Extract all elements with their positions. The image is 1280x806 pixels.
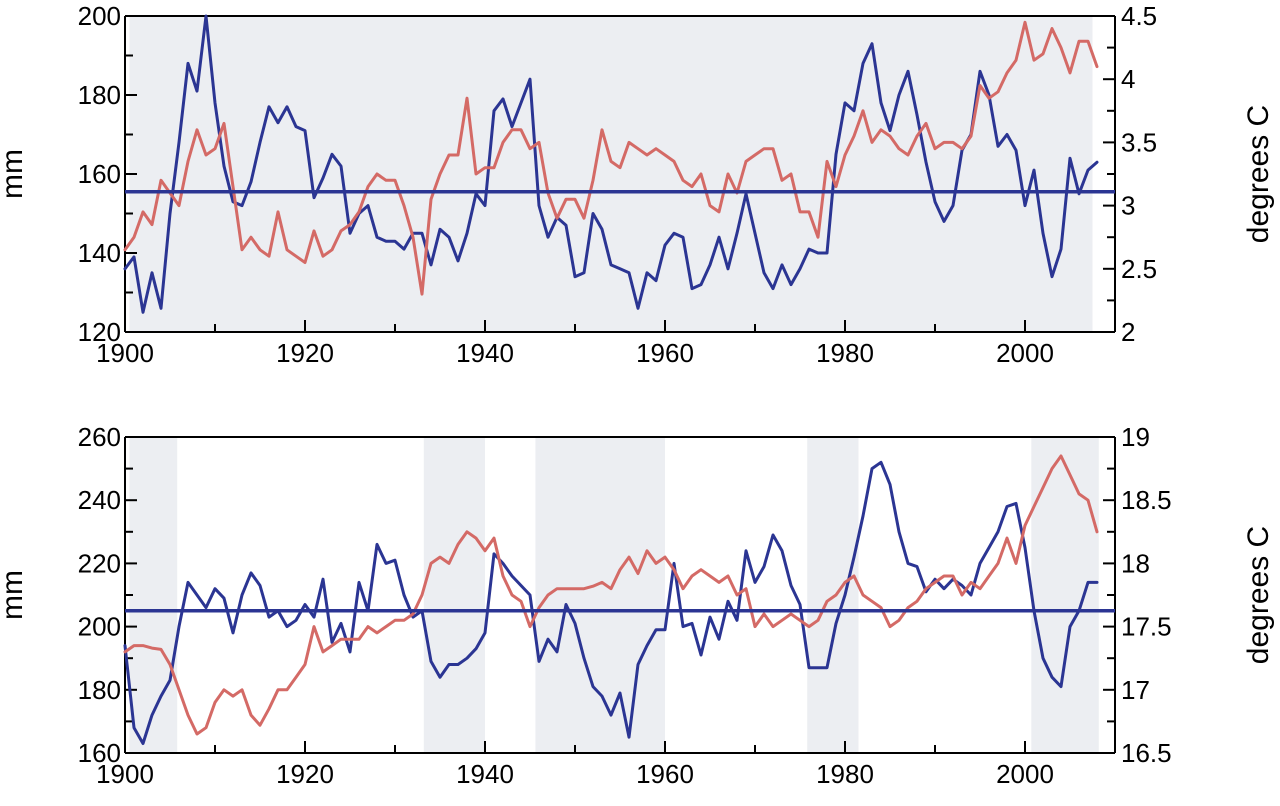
chart1-left-tick-label-200: 200 — [78, 612, 121, 642]
chart0-right-tick-label-3.5: 3.5 — [1121, 127, 1157, 157]
chart0-x-tick-label-1980: 1980 — [816, 338, 874, 368]
chart1-x-tick-label-1960: 1960 — [636, 759, 694, 789]
chart1-right-tick-label-18.5: 18.5 — [1121, 485, 1172, 515]
chart0-temperature-series-line — [123, 20, 1099, 296]
chart0-right-axis-title: degrees C — [1242, 105, 1275, 243]
chart1-left-tick-label-160: 160 — [78, 738, 121, 768]
chart0-right-tick-label-4: 4 — [1121, 64, 1135, 94]
chart1-right-tick-label-19: 19 — [1121, 422, 1150, 452]
chart1-right-tick-label-17.5: 17.5 — [1121, 612, 1172, 642]
chart1-shaded-period-2 — [535, 437, 665, 753]
chart0-left-tick-label-140: 140 — [78, 238, 121, 268]
chart0-x-tick-label-1960: 1960 — [636, 338, 694, 368]
chart0-shaded-period-3 — [141, 16, 1093, 332]
chart1-temperature-series-line — [123, 454, 1099, 736]
chart0-left-axis-title: mm — [0, 149, 29, 199]
chart1-precipitation-series-line — [123, 460, 1099, 745]
chart0-right-tick-label-2.5: 2.5 — [1121, 254, 1157, 284]
bottom-chart-panel: 1900 1920 1940 1960 1980 2000 160 180 200 220 240 2… — [0, 422, 1275, 789]
chart1-left-tick-label-180: 180 — [78, 675, 121, 705]
chart1-left-tick-label-240: 240 — [78, 485, 121, 515]
chart0-precipitation-series-line — [123, 14, 1099, 314]
top-chart-panel: 1900 1920 1940 1960 1980 2000 120 140 160 180 200 2… — [0, 1, 1275, 368]
chart0-x-tick-label-1900: 1900 — [96, 338, 154, 368]
chart0-right-tick-label-2: 2 — [1121, 317, 1135, 347]
chart1-left-axis-title: mm — [0, 570, 29, 620]
chart1-right-tick-label-17: 17 — [1121, 675, 1150, 705]
chart1-x-tick-label-1940: 1940 — [456, 759, 514, 789]
chart1-left-tick-label-220: 220 — [78, 548, 121, 578]
chart1-right-tick-label-18: 18 — [1121, 548, 1150, 578]
chart1-x-tick-label-1900: 1900 — [96, 759, 154, 789]
chart0-x-tick-label-2000: 2000 — [996, 338, 1054, 368]
chart0-left-tick-label-180: 180 — [78, 80, 121, 110]
chart0-right-tick-label-4.5: 4.5 — [1121, 1, 1157, 31]
chart1-x-tick-label-1980: 1980 — [816, 759, 874, 789]
chart1-right-tick-label-16.5: 16.5 — [1121, 738, 1172, 768]
chart1-x-tick-label-1920: 1920 — [276, 759, 334, 789]
chart1-left-tick-label-260: 260 — [78, 422, 121, 452]
chart1-shaded-period-0 — [129, 437, 178, 753]
chart1-shaded-period-1 — [423, 437, 485, 753]
chart0-x-tick-label-1940: 1940 — [456, 338, 514, 368]
chart1-shaded-period-3 — [807, 437, 859, 753]
chart0-left-tick-label-160: 160 — [78, 159, 121, 189]
chart1-right-axis-title: degrees C — [1242, 526, 1275, 664]
chart0-left-tick-label-200: 200 — [78, 1, 121, 31]
chart0-right-tick-label-3: 3 — [1121, 191, 1135, 221]
chart0-x-tick-label-1920: 1920 — [276, 338, 334, 368]
chart1-x-tick-label-2000: 2000 — [996, 759, 1054, 789]
chart1-shaded-period-4 — [1031, 437, 1099, 753]
chart0-left-tick-label-120: 120 — [78, 317, 121, 347]
